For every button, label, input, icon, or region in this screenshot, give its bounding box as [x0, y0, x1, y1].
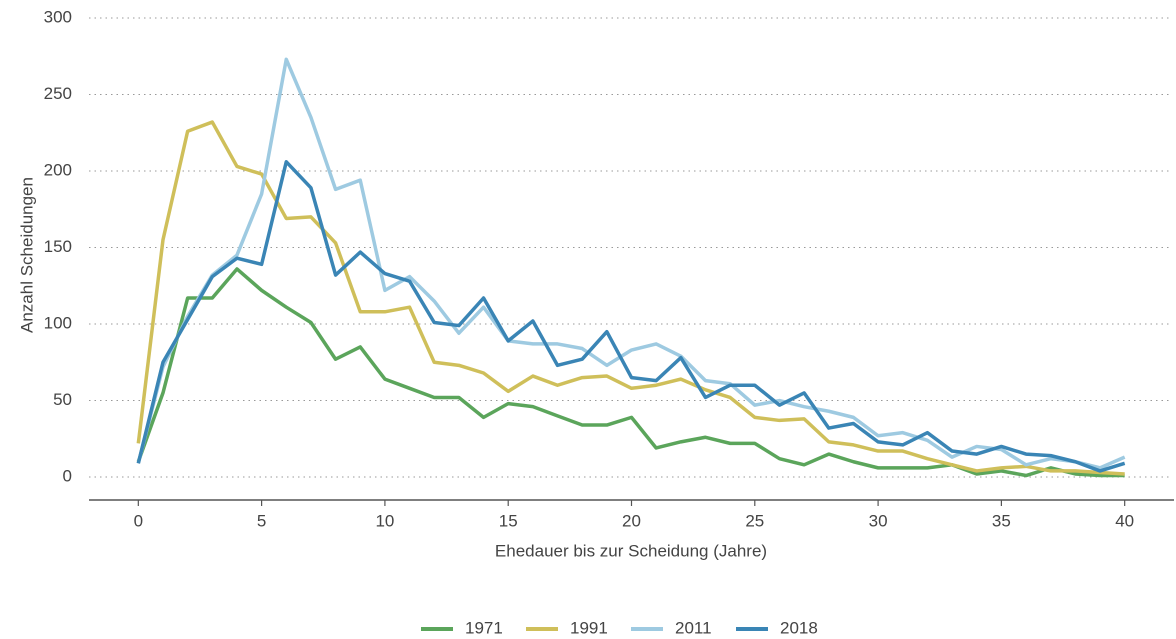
y-tick-label: 50 — [53, 390, 72, 409]
x-tick-label: 30 — [869, 511, 888, 530]
x-tick-label: 5 — [257, 511, 266, 530]
x-tick-label: 20 — [622, 511, 641, 530]
x-axis-title: Ehedauer bis zur Scheidung (Jahre) — [495, 541, 767, 560]
x-tick-label: 0 — [134, 511, 143, 530]
series-line — [136, 267, 1125, 478]
legend-label: 2018 — [780, 618, 818, 637]
x-tick-label: 15 — [499, 511, 518, 530]
y-tick-label: 0 — [63, 467, 72, 486]
series-line — [136, 160, 1126, 473]
legend-label: 1991 — [570, 618, 608, 637]
y-tick-label: 300 — [44, 7, 72, 26]
y-tick-label: 250 — [44, 84, 72, 103]
legend-label: 2011 — [675, 618, 712, 637]
x-tick-label: 35 — [992, 511, 1011, 530]
y-tick-label: 100 — [44, 314, 72, 333]
series-line — [136, 57, 1126, 470]
x-tick-label: 10 — [375, 511, 394, 530]
series-line — [136, 120, 1125, 476]
y-axis-title: Anzahl Scheidungen — [17, 177, 36, 333]
legend-label: 1971 — [465, 618, 503, 637]
y-tick-label: 200 — [44, 161, 72, 180]
y-tick-label: 150 — [44, 237, 72, 256]
x-tick-label: 25 — [745, 511, 764, 530]
x-tick-label: 40 — [1115, 511, 1134, 530]
